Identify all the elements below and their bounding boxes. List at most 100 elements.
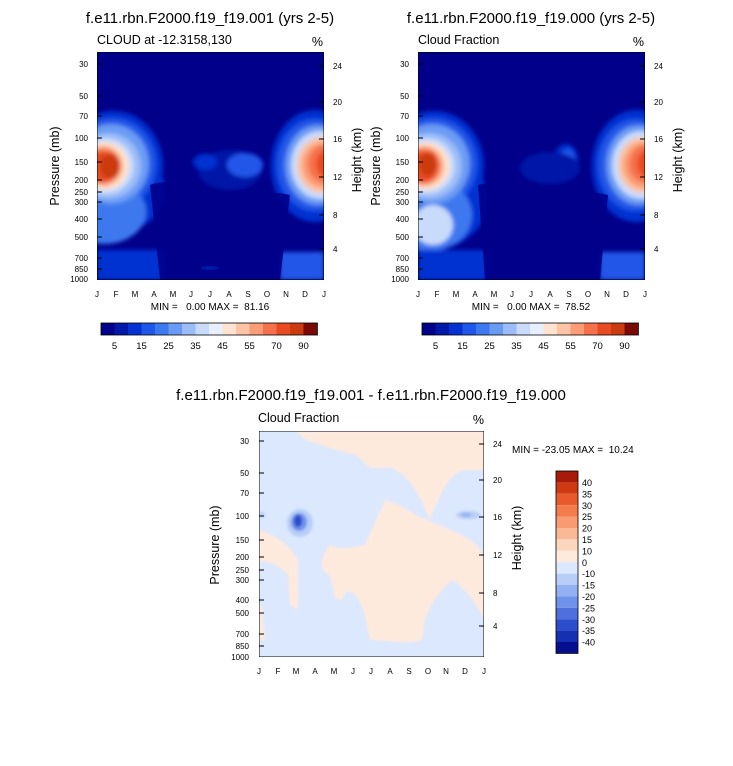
panel-c-xtick: J [369, 667, 373, 676]
colorbar-swatch [556, 562, 578, 574]
panel-b-ytick: 250 [396, 188, 410, 197]
panel-c-ytick: 150 [236, 536, 250, 545]
panel-c-xtick: O [425, 667, 431, 676]
panel-a-xtick: O [264, 290, 270, 299]
colorbar-swatch [182, 323, 196, 335]
colorbar-swatch [422, 323, 436, 335]
colorbar-swatch [556, 516, 578, 528]
panel-b-xtick: M [491, 290, 498, 299]
panel-b-y2-axis: 24 20 16 12 8 4 [640, 62, 663, 254]
colorbar-label: 0 [582, 558, 587, 568]
panel-c-ytick: 400 [236, 596, 250, 605]
colorbar-swatch [556, 573, 578, 585]
colorbar-swatch [611, 323, 625, 335]
panel-c-xtick: M [331, 667, 338, 676]
panel-b-y2tick: 24 [654, 62, 663, 71]
colorbar-swatch [222, 323, 236, 335]
colorbar-swatch [556, 471, 578, 483]
panel-c-ytick: 100 [236, 512, 250, 521]
colorbar-swatch [556, 585, 578, 597]
panel-a-units: % [312, 35, 323, 49]
panel-c-xtick: F [276, 667, 281, 676]
panel-a-ytick: 250 [75, 188, 89, 197]
colorbar-swatch [556, 607, 578, 620]
panel-b-xtick: A [472, 290, 478, 299]
colorbar-swatch [141, 323, 155, 335]
panel-a-y2label: Height (km) [350, 128, 364, 193]
panel-c-field [259, 431, 484, 657]
colorbar-swatch [449, 323, 463, 335]
panel-b-y2tick: 8 [654, 211, 659, 220]
colorbar-label: 45 [538, 341, 549, 352]
panel-c-ytick: 70 [240, 489, 249, 498]
colorbar-label: 30 [582, 501, 592, 511]
panel-c-units: % [473, 413, 484, 427]
panel-b-units: % [633, 35, 644, 49]
panel-a-xtick: J [189, 290, 193, 299]
panel-b-y-axis: 30 50 70 100 150 200 250 300 400 500 700… [391, 60, 423, 284]
panel-b-x-axis: J F M A M J J A S O N D J [416, 290, 647, 299]
colorbar-label: 25 [582, 512, 592, 522]
panel-a-ytick: 30 [79, 60, 88, 69]
colorbar-label: 90 [298, 341, 309, 352]
colorbar-label: 70 [592, 341, 603, 352]
panel-a-colorbar: 5 15 25 35 45 55 70 90 [100, 322, 318, 352]
panel-b-ytick: 200 [396, 176, 410, 185]
colorbar-label: 15 [136, 341, 147, 352]
panel-c-y2tick: 4 [493, 622, 498, 631]
colorbar-label: 55 [565, 341, 576, 352]
colorbar-swatch [114, 323, 128, 335]
colorbar-swatch [556, 619, 578, 631]
panel-c-ytick: 300 [236, 576, 250, 585]
panel-c-y2tick: 16 [493, 513, 502, 522]
colorbar-label: 15 [457, 341, 468, 352]
panel-c-ytick: 50 [240, 469, 249, 478]
colorbar-label: -10 [582, 569, 595, 579]
colorbar-swatch [584, 323, 598, 335]
panel-c-subtitle: Cloud Fraction [258, 411, 339, 425]
panel-c-colorbar: 40 35 30 25 20 15 10 0 -10 -15 -20 -25 -… [555, 470, 595, 654]
colorbar-swatch [597, 323, 611, 335]
panel-b-xtick: N [604, 290, 610, 299]
panel-c-stats: MIN = -23.05 MAX = 10.24 [512, 445, 634, 456]
panel-a-ytick: 100 [75, 134, 89, 143]
panel-b-field [418, 52, 645, 280]
panel-a-title: f.e11.rbn.F2000.f19_f19.001 (yrs 2-5) [86, 10, 334, 27]
panel-c-ytick: 1000 [231, 653, 249, 662]
colorbar-label: 20 [582, 524, 592, 534]
colorbar-swatch [303, 323, 317, 335]
panel-b-xtick: J [416, 290, 420, 299]
colorbar-label: 35 [511, 341, 522, 352]
colorbar-swatch [556, 528, 578, 540]
panel-b-y2label: Height (km) [671, 128, 685, 193]
panel-a-ytick: 300 [75, 198, 89, 207]
colorbar-label: 45 [217, 341, 228, 352]
panel-b-ytick: 700 [396, 254, 410, 263]
panel-a-y2tick: 8 [333, 211, 338, 220]
panel-a-stats: MIN = 0.00 MAX = 81.16 [151, 302, 270, 313]
colorbar-swatch [101, 323, 115, 335]
panel-c-ytick: 850 [236, 642, 250, 651]
panel-b-xtick: J [510, 290, 514, 299]
colorbar-label: -40 [582, 638, 595, 648]
panel-a-xtick: S [245, 290, 250, 299]
colorbar-label: 35 [582, 489, 592, 499]
panel-b-xtick: M [453, 290, 460, 299]
panel-a-ytick: 1000 [70, 275, 88, 284]
panel-c-xtick: J [482, 667, 486, 676]
colorbar-label: 55 [244, 341, 255, 352]
panel-c-xtick: A [312, 667, 318, 676]
panel-a-ytick: 850 [75, 265, 89, 274]
colorbar-label: 5 [433, 341, 438, 352]
colorbar-swatch [263, 323, 277, 335]
colorbar-label: -20 [582, 592, 595, 602]
panel-a-ytick: 50 [79, 92, 88, 101]
panel-a-y2tick: 16 [333, 135, 342, 144]
colorbar-label: 70 [271, 341, 282, 352]
colorbar-swatch [195, 323, 209, 335]
panel-c-xtick: J [351, 667, 355, 676]
panel-c-xtick: D [462, 667, 468, 676]
panel-a-xtick: F [114, 290, 119, 299]
colorbar-swatch [557, 323, 571, 335]
panel-b-y2tick: 16 [654, 135, 663, 144]
